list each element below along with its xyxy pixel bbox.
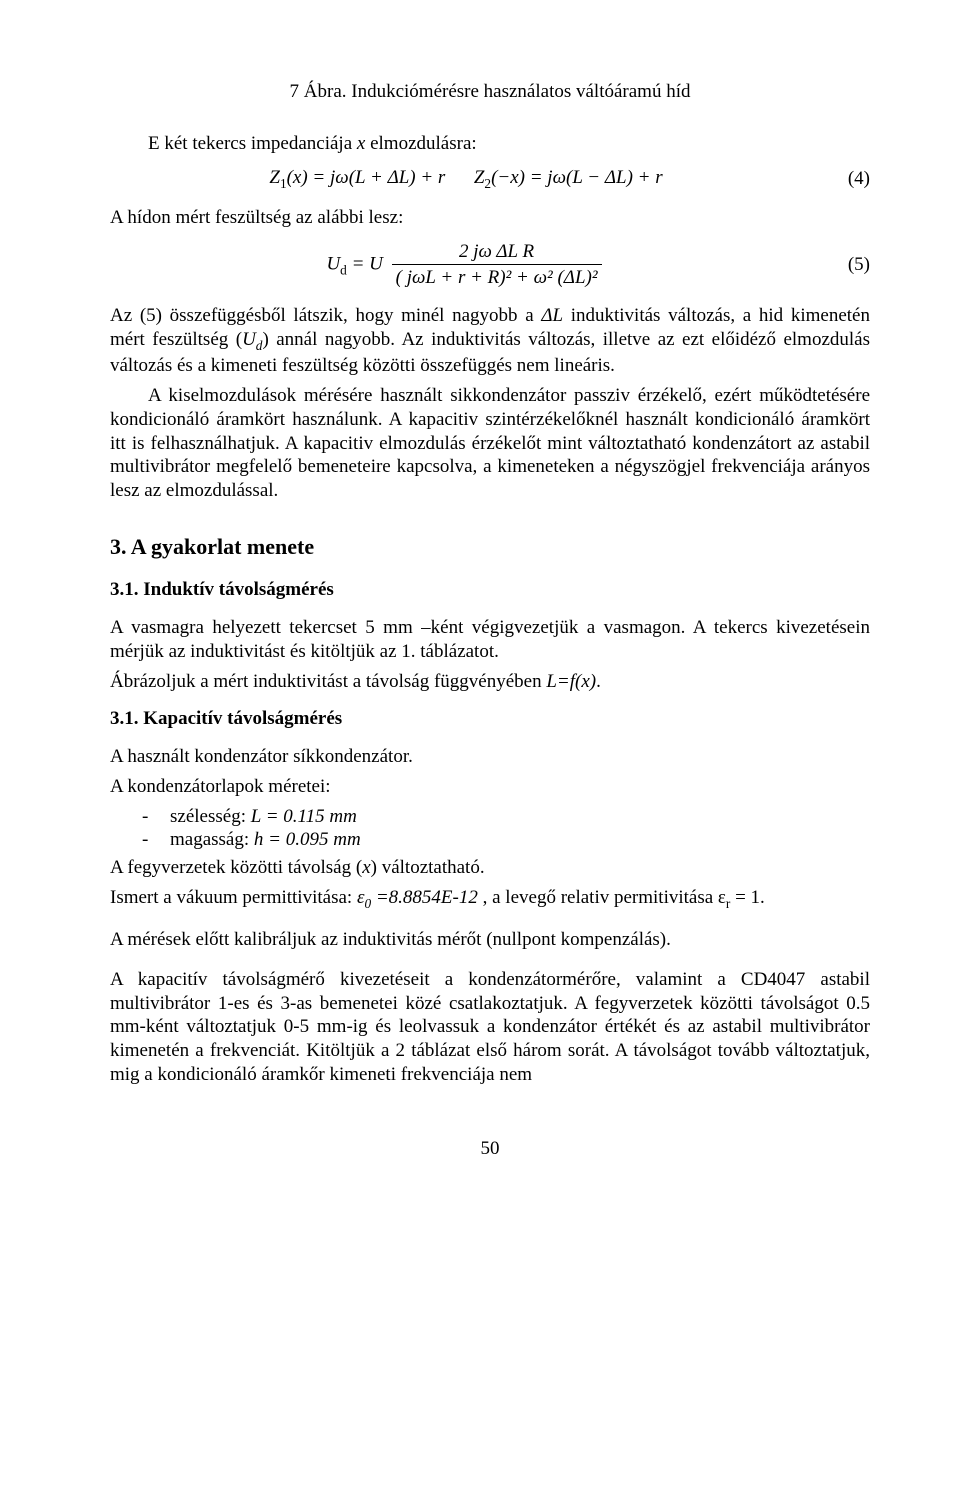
equation-5-body: Ud = U 2 jω ΔL R ( jωL + r + R)² + ω² (Δ… [110, 240, 822, 291]
last-paragraph: A kapacitív távolságmérő kivezetéseit a … [110, 968, 870, 1087]
intro-text: E két tekercs impedanciája x elmozdulásr… [148, 133, 477, 154]
equation-4-number: (4) [822, 167, 870, 191]
capacitive-line-4: Ismert a vákuum permittivitása: ε0 =8.88… [110, 886, 870, 912]
dimension-height: magasság: h = 0.095 mm [170, 828, 870, 852]
equation-5: Ud = U 2 jω ΔL R ( jωL + r + R)² + ω² (Δ… [110, 240, 870, 291]
eq5-sub: d [340, 262, 347, 277]
section-3-1-inductive-heading: 3.1. Induktív távolságmérés [110, 578, 870, 602]
section-3-heading: 3. A gyakorlat menete [110, 533, 870, 561]
dimension-width: szélesség: L = 0.115 mm [170, 805, 870, 829]
eq4-z2: Z [474, 167, 485, 188]
calibration-line: A mérések előtt kalibráljuk az induktivi… [110, 928, 870, 952]
capacitive-line-3: A fegyverzetek közötti távolság (x) vált… [110, 856, 870, 880]
eq4-arg1: (x) = jω(L + ΔL) + r [287, 167, 446, 188]
figure-caption: 7 Ábra. Indukciómérésre használatos vált… [110, 80, 870, 104]
capacitive-line-1: A használt kondenzátor síkkondenzátor. [110, 745, 870, 769]
eq5-numerator: 2 jω ΔL R [392, 240, 602, 265]
eq5-denominator: ( jωL + r + R)² + ω² (ΔL)² [392, 264, 602, 290]
eq4-arg2: (−x) = jω(L − ΔL) + r [491, 167, 663, 188]
eq5-ud: U [326, 253, 340, 274]
inductive-para-1: A vasmagra helyezett tekercset 5 mm –kén… [110, 616, 870, 664]
paragraph-2: A kiselmozdulások mérésére használt sikk… [110, 384, 870, 503]
dimension-list: szélesség: L = 0.115 mm magasság: h = 0.… [110, 805, 870, 853]
capacitive-line-2: A kondenzátorlapok méretei: [110, 775, 870, 799]
inductive-para-2: Ábrázoljuk a mért induktivitást a távols… [110, 670, 870, 694]
eq5-fraction: 2 jω ΔL R ( jωL + r + R)² + ω² (ΔL)² [392, 240, 602, 291]
equation-4-body: Z1(x) = jω(L + ΔL) + r Z2(−x) = jω(L − Δ… [110, 166, 822, 192]
eq4-z1: Z [269, 167, 280, 188]
eq5-eq-u: = U [347, 253, 383, 274]
paragraph-1: Az (5) összefüggésből látszik, hogy miné… [110, 304, 870, 378]
bridge-line: A hídon mért feszültség az alábbi lesz: [110, 206, 870, 230]
section-3-1-capacitive-heading: 3.1. Kapacitív távolságmérés [110, 707, 870, 731]
eq4-sub1: 1 [280, 175, 287, 190]
equation-5-number: (5) [822, 253, 870, 277]
equation-4: Z1(x) = jω(L + ΔL) + r Z2(−x) = jω(L − Δ… [110, 166, 870, 192]
intro-line: E két tekercs impedanciája x elmozdulásr… [110, 132, 870, 156]
page-number: 50 [110, 1137, 870, 1161]
